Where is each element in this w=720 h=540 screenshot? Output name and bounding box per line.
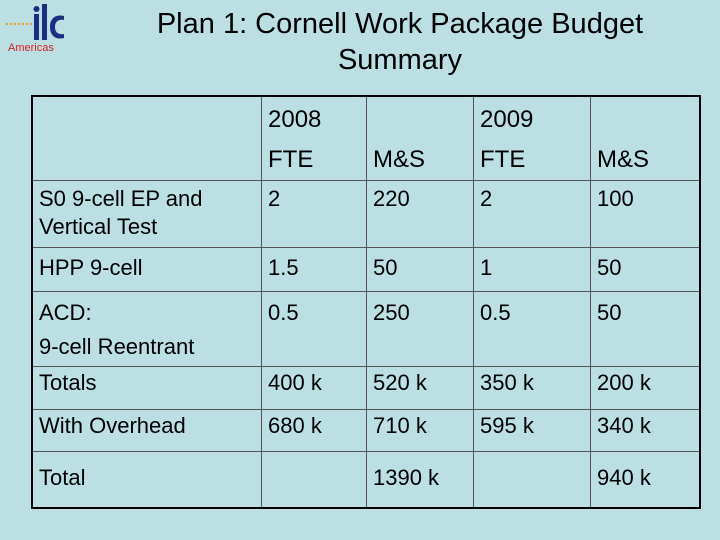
header-cell: M&S: [366, 95, 474, 181]
header-cell: 2008 FTE: [261, 95, 367, 181]
table-row: HPP 9-cell 1.5 50 1 50: [31, 247, 701, 292]
table-cell: 200 k: [590, 366, 701, 410]
row-label: ACD: 9-cell Reentrant: [31, 291, 262, 367]
table-cell: 1.5: [261, 247, 367, 292]
table-cell: [473, 451, 591, 508]
header-cell: M&S: [590, 95, 701, 181]
table-cell: [261, 451, 367, 508]
table-cell: 940 k: [590, 451, 701, 508]
table-header-row: 2008 FTE M&S 2009 FTE M&S: [31, 95, 701, 181]
row-label: Totals: [31, 366, 262, 410]
table-row: ACD: 9-cell Reentrant 0.5 250 0.5 50: [31, 291, 701, 367]
row-label: Total: [31, 451, 262, 508]
page-title: Plan 1: Cornell Work Package Budget Summ…: [156, 8, 644, 76]
ilc-logo-icon: [5, 4, 64, 40]
table-cell: 50: [590, 247, 701, 292]
logo-word: Americas: [8, 42, 54, 54]
table-cell: 595 k: [473, 409, 591, 452]
table-cell: 350 k: [473, 366, 591, 410]
table-cell: 250: [366, 291, 474, 367]
table-cell: 2: [261, 180, 367, 248]
header-cell: [31, 95, 262, 181]
table-row: Totals 400 k 520 k 350 k 200 k: [31, 366, 701, 410]
table-row: S0 9-cell EP and Vertical Test 2 220 2 1…: [31, 180, 701, 248]
table-row: Total 1390 k 940 k: [31, 451, 701, 508]
row-label: HPP 9-cell: [31, 247, 262, 292]
table-cell: 50: [590, 291, 701, 367]
header-cell: 2009 FTE: [473, 95, 591, 181]
table-cell: 50: [366, 247, 474, 292]
table-cell: 100: [590, 180, 701, 248]
table-cell: 1390 k: [366, 451, 474, 508]
row-label: With Overhead: [31, 409, 262, 452]
table-cell: 520 k: [366, 366, 474, 410]
table-row: With Overhead 680 k 710 k 595 k 340 k: [31, 409, 701, 452]
table-cell: 400 k: [261, 366, 367, 410]
row-label: S0 9-cell EP and Vertical Test: [31, 180, 262, 248]
table-cell: 2: [473, 180, 591, 248]
table-cell: 0.5: [473, 291, 591, 367]
table-cell: 1: [473, 247, 591, 292]
table-cell: 710 k: [366, 409, 474, 452]
budget-table: 2008 FTE M&S 2009 FTE M&S S0 9-cell EP a…: [31, 95, 701, 509]
table-cell: 220: [366, 180, 474, 248]
table-cell: 0.5: [261, 291, 367, 367]
table-cell: 680 k: [261, 409, 367, 452]
table-cell: 340 k: [590, 409, 701, 452]
